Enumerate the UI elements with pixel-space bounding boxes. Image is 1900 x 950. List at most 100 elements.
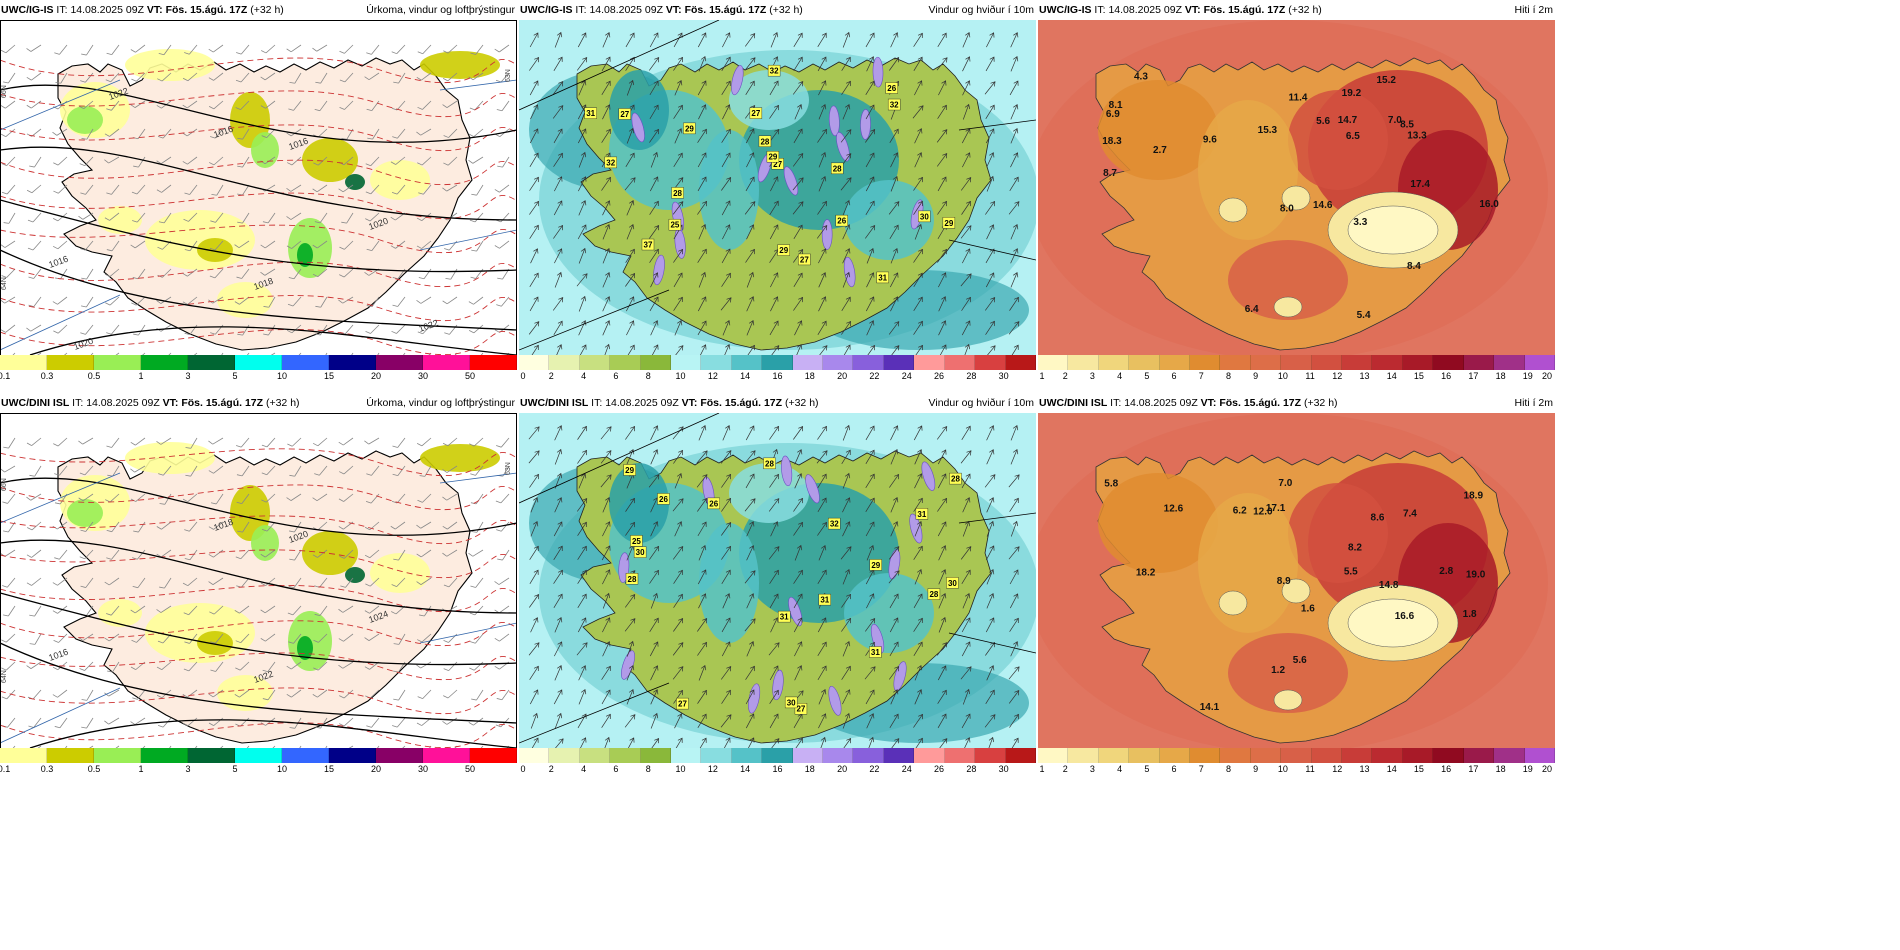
gust-label: 29 — [869, 559, 882, 571]
wind-barb — [416, 212, 432, 221]
wind-barb — [442, 465, 458, 473]
map-area[interactable]: 29 31 28 28 26 25 31 28 30 29 26 27 27 30 31 28 32 31 30 — [519, 413, 1036, 748]
wind-barb — [393, 633, 406, 645]
colorbar-tick: 15 — [1413, 371, 1424, 381]
wind-barb — [393, 689, 406, 701]
wind-arrow — [1008, 546, 1020, 560]
wind-arrow — [649, 57, 660, 71]
wind-arrow — [792, 201, 804, 215]
wind-barb — [237, 128, 250, 140]
precip-area — [98, 206, 142, 234]
gust-value: 28 — [765, 459, 774, 468]
wind-barb — [443, 156, 458, 166]
map-area[interactable]: 1016 1018 1020 1022 1024 66N 64N 63N — [0, 413, 517, 748]
wind-barb — [53, 156, 68, 166]
colorbar-swatch — [0, 748, 47, 763]
wind-arrow — [1009, 344, 1019, 355]
wind-arrow — [984, 474, 996, 488]
wind-arrow — [962, 56, 971, 72]
wind-arrow — [768, 345, 780, 355]
wind-arrow — [769, 569, 779, 584]
wind-barb — [2, 605, 16, 617]
gust-label: 27 — [618, 108, 632, 120]
run-info: UWC/DINI ISL IT: 14.08.2025 09Z VT: Fös.… — [520, 397, 819, 409]
colorbar-swatch — [470, 748, 517, 763]
wind-arrow — [673, 569, 683, 584]
wind-barb — [26, 521, 42, 531]
wind-arrow — [986, 497, 995, 513]
wind-arrow — [601, 713, 611, 728]
wind-arrow — [673, 617, 684, 632]
wind-arrow — [769, 473, 779, 488]
colorbar-swatch — [610, 355, 641, 370]
colorbar-tick: 19 — [1522, 371, 1533, 381]
wind-arrow — [793, 248, 804, 263]
colorbar-ticks: 1 2 3 4 5 6 7 8 9 10 11 12 13 14 15 16 17 18 19 20 — [1038, 764, 1555, 776]
wind-barb — [216, 352, 224, 355]
wind-arrow — [984, 81, 996, 95]
wind-arrow — [746, 593, 755, 609]
colorbar-swatch — [853, 748, 884, 763]
wind-barb — [209, 605, 224, 615]
wind-arrow — [1009, 617, 1019, 632]
wind-barb — [109, 352, 120, 355]
wind-arrow — [937, 689, 947, 704]
run-info: UWC/IG-IS IT: 14.08.2025 09Z VT: Fös. 15… — [1039, 4, 1322, 16]
wind-barb — [27, 212, 42, 223]
temperature-value: 6.2 — [1233, 505, 1247, 516]
wind-arrow — [601, 689, 611, 705]
wind-arrow — [938, 545, 947, 561]
wind-barb — [497, 156, 510, 168]
wind-barb — [392, 437, 406, 448]
wind-arrow — [625, 32, 635, 48]
colorbar-tick: 16 — [772, 371, 783, 381]
temperature-value: 1.8 — [1463, 609, 1477, 620]
wind-arrow — [697, 32, 707, 48]
wind-arrow — [552, 297, 564, 311]
colorbar-swatch — [579, 748, 611, 763]
wind-barb — [260, 72, 276, 81]
wind-barb — [182, 577, 198, 587]
wind-arrow — [842, 31, 851, 48]
wind-arrow — [890, 152, 899, 168]
isotherm — [0, 159, 517, 186]
colorbar-ticks: 0 2 4 6 8 10 12 14 16 18 20 22 24 26 28 30 — [519, 371, 1036, 383]
wind-arrow — [986, 175, 995, 192]
wind-arrow — [768, 738, 780, 748]
wind-arrow — [601, 128, 611, 143]
wind-arrow — [602, 223, 611, 240]
colorbar-tick: 5 — [232, 371, 238, 381]
wind-arrow — [914, 568, 923, 585]
wind-arrow — [529, 569, 539, 585]
wind-barb — [28, 717, 42, 728]
wind-arrow — [528, 642, 540, 656]
wind-barb — [470, 465, 484, 476]
wind-barb — [235, 72, 250, 83]
wind-arrow — [744, 57, 756, 71]
wind-arrow — [650, 592, 659, 609]
wind-arrow — [721, 80, 731, 95]
map-area[interactable]: 8.7 8.5 8.1 14.7 11.4 15.2 15.3 6.9 5.4 14.6 13.3 1… — [1038, 20, 1555, 355]
map-area[interactable]: 5.8 14.8 12.0 8.9 17.1 18.9 7.4 6.2 5.5 14.1 12.6 1… — [1038, 413, 1555, 748]
wind-barb — [339, 465, 354, 475]
wind-barb — [314, 465, 328, 476]
wind-arrow — [625, 737, 635, 748]
wind-barb — [313, 661, 328, 671]
isotherm — [0, 295, 517, 322]
colorbar-tick: 8 — [1225, 764, 1231, 774]
wind-arrow — [768, 546, 780, 560]
wind-barb — [260, 549, 276, 558]
map-area[interactable]: 1016 1016 1016 1018 1020 1020 1022 1022 66N 64N 63… — [0, 20, 517, 355]
wind-barb — [80, 324, 94, 335]
wind-arrow — [529, 152, 539, 168]
colorbar-swatch — [1220, 355, 1251, 370]
colorbar-swatch — [1220, 748, 1251, 763]
gust-label: 32 — [767, 64, 781, 77]
wind-arrow — [768, 498, 780, 512]
wind-barb — [262, 661, 276, 673]
wind-arrow — [698, 344, 707, 355]
isobar — [0, 146, 517, 221]
wind-barb — [208, 72, 224, 81]
wind-arrow — [865, 521, 875, 537]
map-area[interactable]: 31 32 28 28 29 32 27 29 27 27 30 28 26 31 32 27 25 29 37 26… — [519, 20, 1036, 355]
